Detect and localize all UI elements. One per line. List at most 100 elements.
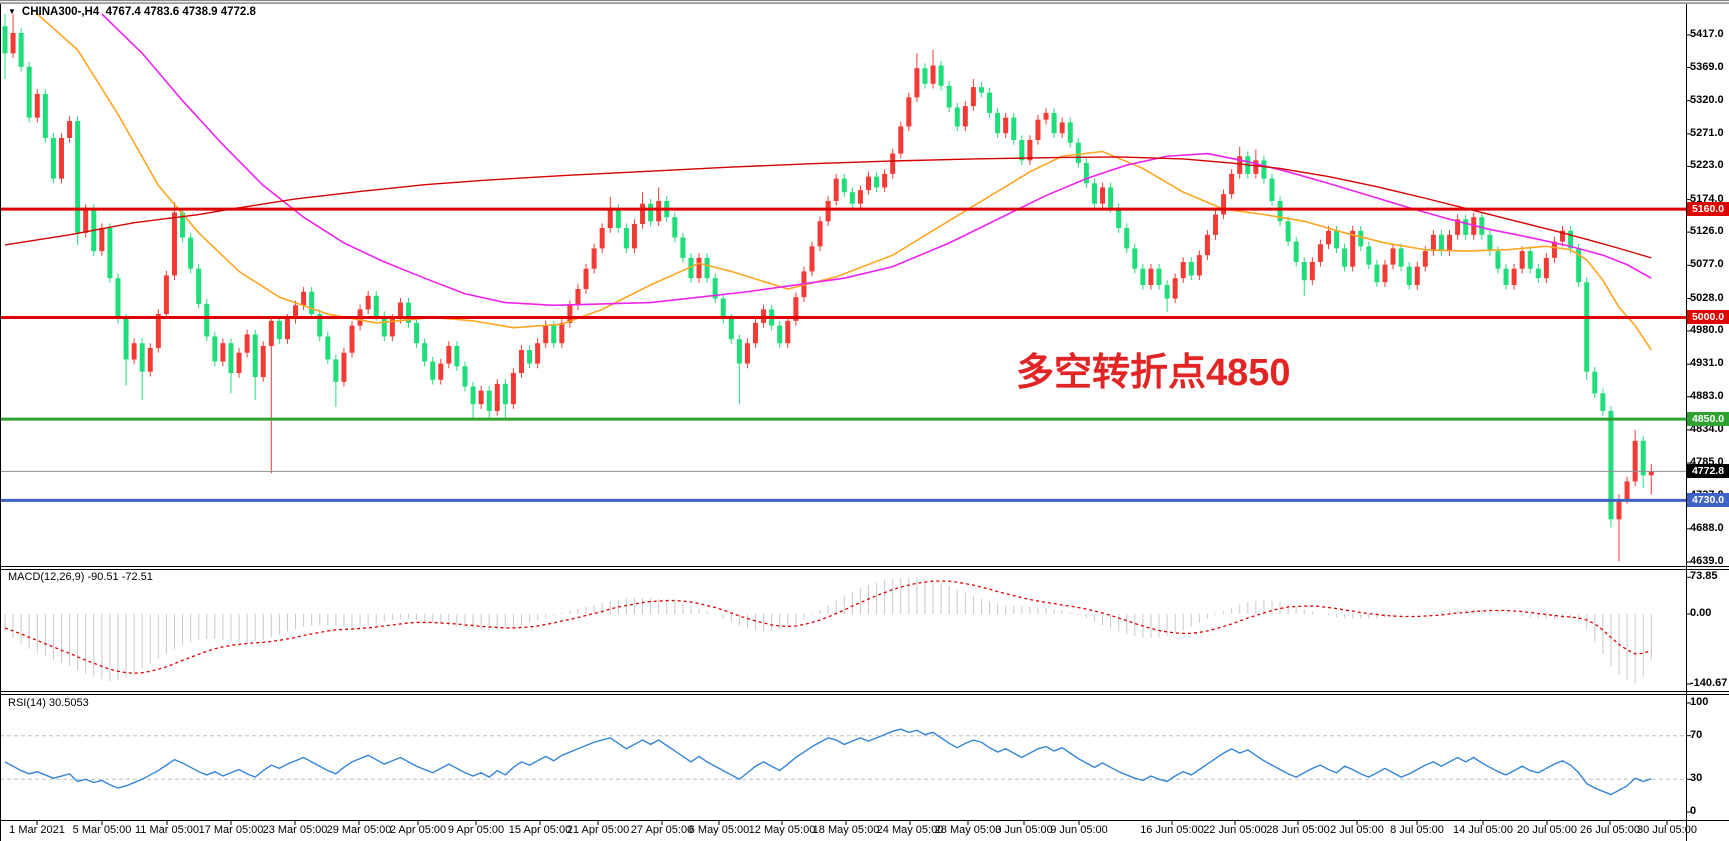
price-axis-label: 5320.0 [1690, 93, 1724, 106]
bull-candle [1447, 234, 1453, 252]
bull-candle [1043, 112, 1049, 120]
bull-candle [898, 126, 904, 154]
bear-candle [987, 92, 993, 113]
bear-candle [1285, 221, 1291, 242]
bull-candle [284, 318, 290, 340]
bull-candle [1350, 230, 1356, 267]
bull-candle [785, 320, 791, 344]
bear-candle [1051, 112, 1057, 134]
bull-candle [1455, 219, 1461, 235]
symbol-period-label: CHINA300-,H4 [21, 6, 100, 18]
bull-candle [930, 65, 936, 84]
bull-candle [833, 178, 839, 201]
bear-candle [1261, 160, 1267, 179]
rsi-axis-label: 0 [1690, 805, 1697, 817]
bear-candle [1374, 264, 1380, 283]
window-top-strip [0, 0, 1729, 3]
bull-candle [1543, 257, 1549, 279]
time-axis-label: 8 Jul 05:00 [1390, 824, 1444, 836]
bear-candle [849, 192, 855, 204]
price-axis-label: 5417.0 [1690, 28, 1724, 40]
bull-candle [99, 228, 105, 252]
bear-candle [18, 32, 24, 67]
price-axis-label: 4883.0 [1690, 389, 1724, 402]
bull-candle [1519, 251, 1525, 269]
bear-candle [954, 107, 960, 127]
bear-candle [115, 278, 121, 319]
bull-candle [341, 352, 347, 382]
symbol-dropdown-icon[interactable]: ▼ [8, 7, 16, 16]
price-level-badge: 5000.0 [1687, 310, 1729, 325]
time-axis-label: 28 May 05:00 [934, 824, 1002, 836]
bear-candle [502, 383, 508, 405]
ma_red-line [4, 156, 1652, 259]
bear-candle [325, 336, 331, 360]
bear-candle [736, 339, 742, 364]
bull-candle [1196, 255, 1202, 276]
bull-candle [131, 343, 137, 360]
time-axis-label: 21 Apr 05:00 [566, 824, 630, 836]
bear-candle [196, 268, 202, 304]
bear-candle [1600, 393, 1606, 411]
bull-candle [510, 373, 516, 405]
bull-candle [1325, 230, 1331, 245]
bear-candle [2, 26, 8, 54]
bull-candle [10, 32, 16, 54]
bear-candle [462, 366, 468, 387]
bear-candle [1156, 268, 1162, 285]
rsi-line [4, 728, 1652, 796]
bear-candle [1091, 183, 1097, 204]
bull-candle [696, 257, 702, 279]
bear-candle [1124, 228, 1130, 249]
bear-candle [228, 343, 234, 374]
bear-candle [623, 228, 629, 249]
bull-candle [1382, 264, 1388, 283]
bull-candle [293, 305, 299, 319]
bull-candle [559, 322, 565, 344]
time-axis-label: 9 Apr 05:00 [447, 824, 505, 836]
bull-candle [301, 291, 307, 306]
price-axis-label: 5077.0 [1690, 258, 1724, 271]
bull-candle [1027, 139, 1033, 161]
bear-candle [995, 112, 1001, 134]
bear-candle [107, 228, 113, 279]
bear-candle [1334, 230, 1340, 249]
bull-candle [446, 345, 452, 364]
bull-candle [83, 209, 89, 233]
bear-candle [978, 87, 984, 93]
bull-candle [1059, 122, 1065, 134]
bull-candle [793, 297, 799, 321]
time-axis-label: 16 Jun 05:00 [1140, 824, 1204, 836]
bull-candle [260, 345, 266, 378]
bear-candle [1503, 268, 1509, 285]
bear-candle [720, 298, 726, 319]
ma_orange-line [36, 13, 1652, 351]
bull-candle [155, 314, 161, 348]
time-axis-label: 3 Jun 05:00 [995, 824, 1053, 836]
bull-candle [34, 93, 40, 118]
bull-candle [962, 106, 968, 127]
time-axis-label: 5 Mar 05:00 [72, 824, 132, 836]
bull-candle [220, 343, 226, 362]
macd-indicator-label: MACD(12,26,9) -90.51 -72.51 [8, 571, 153, 583]
bull-candle [478, 390, 484, 405]
price-axis-label: 5223.0 [1690, 159, 1724, 172]
bull-candle [914, 68, 920, 98]
bear-candle [1608, 410, 1614, 520]
bull-candle [543, 325, 549, 344]
bull-candle [640, 203, 646, 224]
bear-candle [1269, 178, 1275, 201]
bear-candle [1366, 246, 1372, 265]
bull-candle [567, 305, 573, 323]
bear-candle [252, 334, 258, 378]
bull-candle [1422, 251, 1428, 267]
bull-candle [1035, 119, 1041, 140]
bear-candle [648, 203, 654, 222]
bear-candle [1075, 142, 1081, 164]
bear-candle [1640, 440, 1646, 476]
bear-candle [317, 314, 323, 337]
bull-candle [857, 190, 863, 204]
bear-candle [414, 322, 420, 344]
bear-candle [1140, 268, 1146, 285]
